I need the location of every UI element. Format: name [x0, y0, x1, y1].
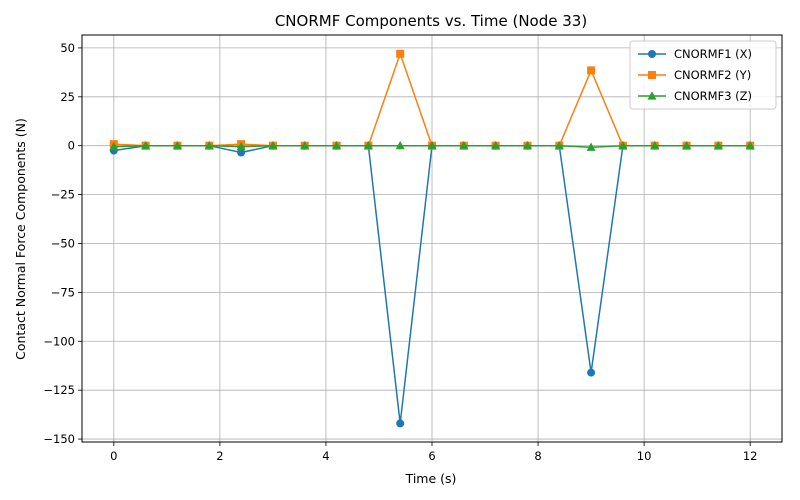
y-tick-label: −25 [51, 188, 75, 202]
x-axis-label: Time (s) [405, 471, 457, 486]
chart-title: CNORMF Components vs. Time (Node 33) [275, 12, 587, 30]
legend-label: CNORMF3 (Z) [674, 89, 752, 103]
y-axis-label: Contact Normal Force Components (N) [13, 118, 28, 360]
x-ticks: 0 2 4 6 8 10 12 [110, 442, 758, 463]
data-point [300, 140, 310, 150]
data-point [522, 140, 532, 150]
legend-label: CNORMF2 (Y) [674, 68, 751, 82]
data-point [204, 140, 214, 150]
data-point [395, 140, 405, 150]
x-tick-label: 10 [637, 449, 652, 463]
data-point [587, 66, 596, 75]
data-point [363, 140, 373, 150]
series-3 [109, 140, 755, 151]
data-point [554, 140, 564, 150]
data-point [396, 49, 405, 58]
data-point [713, 140, 723, 150]
data-point [587, 368, 596, 377]
y-ticks: −150 −125 −100 −75 −50 −25 0 25 50 [43, 41, 82, 446]
x-tick-label: 0 [110, 449, 117, 463]
legend-item: CNORMF1 (X) [638, 47, 752, 61]
y-tick-label: 25 [60, 90, 75, 104]
x-tick-label: 4 [322, 449, 329, 463]
data-point [491, 140, 501, 150]
data-point [141, 140, 151, 150]
data-point [427, 140, 437, 150]
x-tick-label: 6 [428, 449, 435, 463]
data-point [332, 140, 342, 150]
legend: CNORMF1 (X) CNORMF2 (Y) CNORMF3 (Z) [629, 40, 777, 110]
data-point [682, 140, 692, 150]
data-point [172, 140, 182, 150]
series-group [109, 49, 755, 428]
legend-item: CNORMF2 (Y) [638, 68, 751, 82]
data-point [745, 140, 755, 150]
y-tick-label: −100 [43, 334, 75, 348]
data-point [459, 140, 469, 150]
legend-item: CNORMF3 (Z) [638, 89, 752, 103]
x-tick-label: 8 [534, 449, 541, 463]
data-point [268, 140, 278, 150]
legend-marker [648, 50, 656, 58]
legend-marker [648, 71, 656, 79]
y-tick-label: −125 [43, 383, 75, 397]
data-point [109, 141, 119, 151]
y-tick-label: −50 [51, 236, 75, 250]
data-point [650, 140, 660, 150]
data-point [586, 142, 596, 151]
data-point [618, 140, 628, 150]
y-tick-label: −75 [51, 285, 75, 299]
data-point [396, 419, 405, 428]
legend-box [629, 40, 777, 110]
data-point [236, 141, 246, 151]
x-tick-label: 2 [216, 449, 223, 463]
x-tick-label: 12 [743, 449, 758, 463]
data-point [237, 148, 246, 157]
legend-label: CNORMF1 (X) [674, 47, 752, 61]
y-tick-label: −150 [43, 432, 75, 446]
y-tick-label: 50 [60, 41, 75, 55]
y-tick-label: 0 [68, 139, 75, 153]
legend-marker [647, 91, 657, 100]
